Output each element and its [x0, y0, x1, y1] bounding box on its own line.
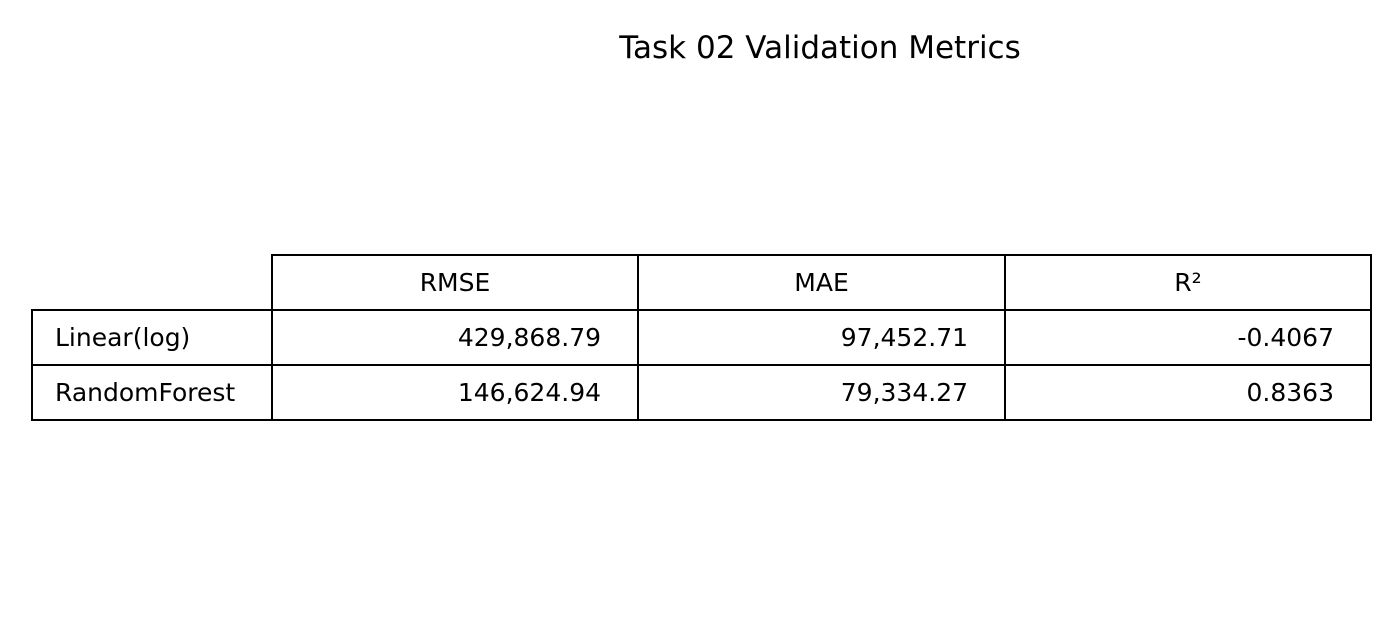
metrics-table: RMSE MAE R² Linear(log) 429,868.79 97,45… [31, 254, 1372, 421]
table-row: Linear(log) 429,868.79 97,452.71 -0.4067 [31, 309, 1372, 366]
cell-linear-rmse: 429,868.79 [271, 309, 639, 366]
row-header-linear-log: Linear(log) [31, 309, 273, 366]
cell-randomforest-mae: 79,334.27 [637, 364, 1006, 421]
table-corner-cell [32, 255, 272, 310]
chart-title: Task 02 Validation Metrics [619, 30, 1021, 66]
column-header-mae: MAE [637, 254, 1006, 311]
cell-randomforest-r2: 0.8363 [1004, 364, 1372, 421]
column-header-r2: R² [1004, 254, 1372, 311]
row-header-randomforest: RandomForest [31, 364, 273, 421]
cell-linear-r2: -0.4067 [1004, 309, 1372, 366]
table-header-row: RMSE MAE R² [32, 254, 1372, 311]
cell-randomforest-rmse: 146,624.94 [271, 364, 639, 421]
table-row: RandomForest 146,624.94 79,334.27 0.8363 [31, 364, 1372, 421]
cell-linear-mae: 97,452.71 [637, 309, 1006, 366]
column-header-rmse: RMSE [271, 254, 639, 311]
